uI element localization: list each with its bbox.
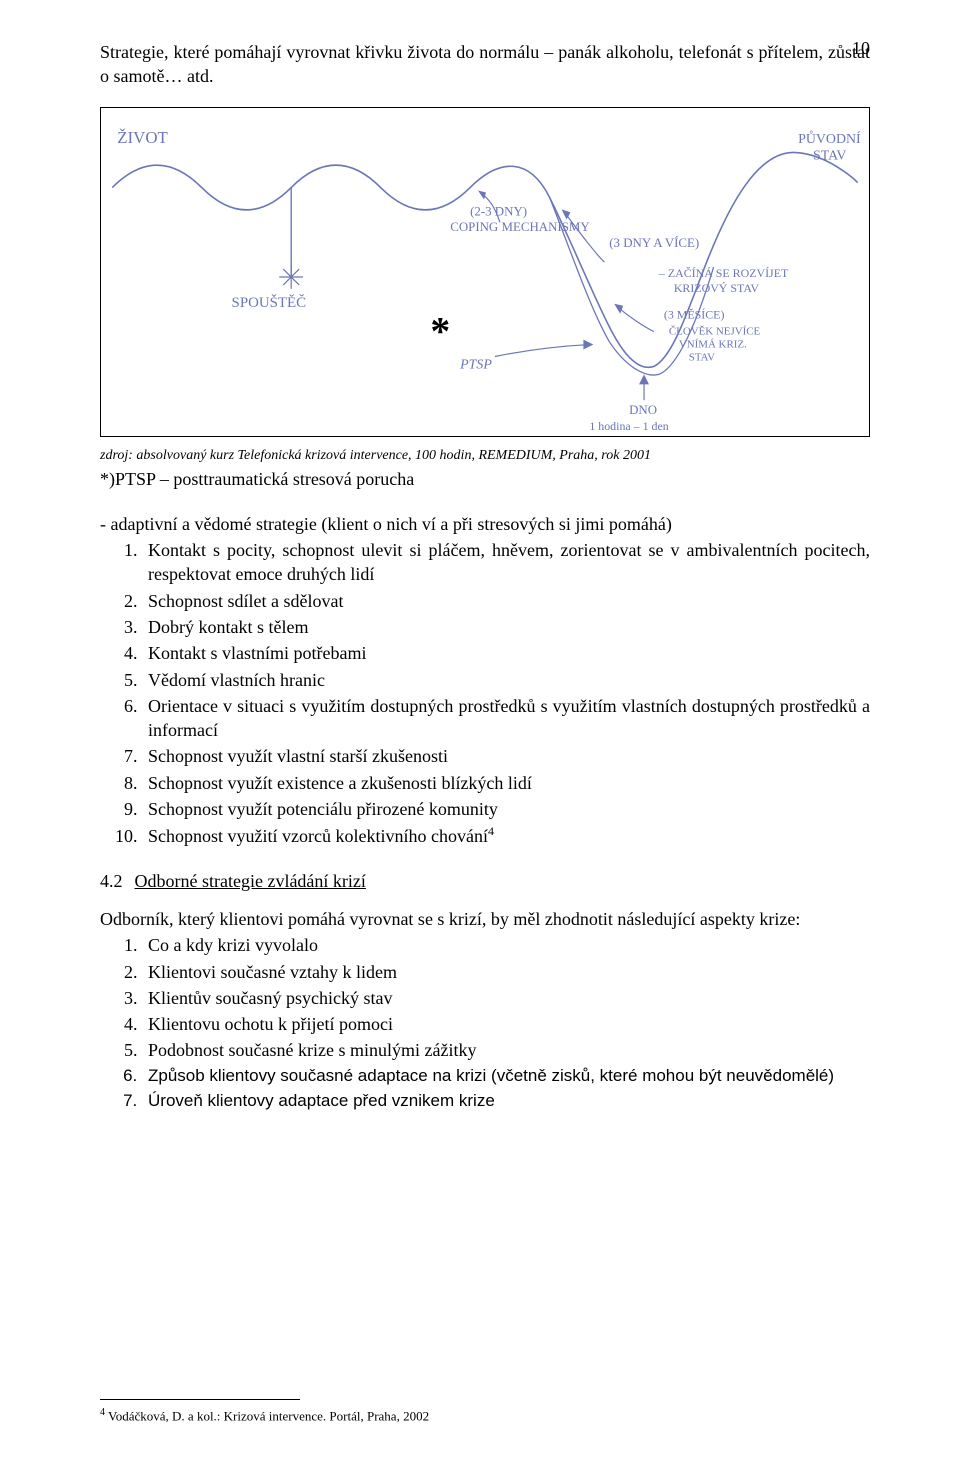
arrow-clovek — [617, 306, 654, 331]
diagram-svg: ŽIVOT SPOUŠTĚČ (2-3 DNY) COPING MECHANIS… — [101, 108, 869, 436]
footnote: 4 Vodáčková, D. a kol.: Krizová interven… — [100, 1406, 870, 1425]
list-item: Kontakt s pocity, schopnost ulevit si pl… — [142, 538, 870, 587]
list-item: Schopnost využít potenciálu přirozené ko… — [142, 797, 870, 821]
list-item: Způsob klientovy současné adaptace na kr… — [142, 1065, 870, 1088]
footnote-separator — [100, 1399, 300, 1400]
list-item: Úroveň klientovy adaptace před vznikem k… — [142, 1090, 870, 1113]
list-item: Schopnost sdílet a sdělovat — [142, 589, 870, 613]
label-hodina: 1 hodina – 1 den — [589, 419, 668, 433]
krize-list: Co a kdy krizi vyvolalo Klientovi současn… — [100, 933, 870, 1112]
footnote-text: Vodáčková, D. a kol.: Krizová intervence… — [108, 1408, 429, 1423]
label-krizovy: KRIZOVÝ STAV — [674, 280, 760, 294]
list-item: Orientace v situaci s využitím dostupnýc… — [142, 694, 870, 743]
label-coping-days: (2-3 DNY) — [470, 203, 527, 218]
list-item: Kontakt s vlastními potřebami — [142, 641, 870, 665]
list-item: Dobrý kontakt s tělem — [142, 615, 870, 639]
ptsp-note: *)PTSP – posttraumatická stresová poruch… — [100, 467, 870, 491]
label-ptsp: PTSP — [459, 357, 492, 372]
page-number: 10 — [852, 36, 870, 60]
footer: 4 Vodáčková, D. a kol.: Krizová interven… — [100, 1399, 870, 1425]
label-dno: DNO — [629, 402, 657, 417]
adaptive-list: Kontakt s pocity, schopnost ulevit si pl… — [100, 538, 870, 849]
odbornik-paragraph: Odborník, který klientovi pomáhá vyrovna… — [100, 907, 870, 931]
intro-paragraph: Strategie, které pomáhají vyrovnat křivk… — [100, 40, 870, 89]
label-clovek: ČLOVĚK NEJVÍCE — [669, 325, 761, 337]
caption-text: zdroj: absolvovaný kurz Telefonická kriz… — [100, 448, 651, 463]
spoustec-star-icon — [279, 265, 303, 289]
label-three-days: (3 DNY A VÍCE) — [609, 235, 699, 250]
label-stav: STAV — [689, 351, 715, 363]
label-zivot: ŽIVOT — [117, 127, 168, 146]
life-curve-diagram: ŽIVOT SPOUŠTĚČ (2-3 DNY) COPING MECHANIS… — [100, 107, 870, 437]
page: 10 Strategie, které pomáhají vyrovnat kř… — [0, 0, 960, 1473]
list-item: Schopnost využít existence a zkušenosti … — [142, 771, 870, 795]
arrowhead-dno — [639, 374, 649, 384]
diagram-caption: zdroj: absolvovaný kurz Telefonická kriz… — [100, 447, 870, 466]
label-zacina: – ZAČÍNÁ SE ROZVÍJET — [658, 266, 789, 280]
label-puvodni: PŮVODNÍ — [798, 128, 861, 146]
footnote-marker: 4 — [100, 1407, 105, 1418]
section-heading: 4.2 Odborné strategie zvládání krizí — [100, 869, 870, 893]
label-vnima: VNÍMÁ KRIZ. — [679, 338, 747, 350]
asterisk-marker: * — [430, 309, 450, 353]
list-item: Klientovu ochotu k přijetí pomoci — [142, 1012, 870, 1036]
arrow-ptsp — [495, 344, 589, 356]
list-item: Klientův současný psychický stav — [142, 986, 870, 1010]
section-number: 4.2 — [100, 869, 130, 893]
list-item: Co a kdy krizi vyvolalo — [142, 933, 870, 957]
arrowhead-ptsp — [583, 339, 593, 349]
list-item: Schopnost využít vlastní starší zkušenos… — [142, 744, 870, 768]
adaptive-intro: - adaptivní a vědomé strategie (klient o… — [100, 512, 870, 536]
label-three-months: (3 MĚSÍCE) — [664, 307, 725, 321]
list-item: Podobnost současné krize s minulými záži… — [142, 1038, 870, 1062]
list-item: Vědomí vlastních hranic — [142, 668, 870, 692]
list-item: Schopnost využití vzorců kolektivního ch… — [142, 823, 870, 848]
arrowhead-1 — [478, 190, 486, 199]
arrowhead-3 — [614, 303, 623, 313]
section-title: Odborné strategie zvládání krizí — [135, 871, 366, 891]
label-stav2: STAV — [813, 148, 846, 163]
label-spoustec: SPOUŠTĚČ — [232, 293, 307, 310]
list-item: Klientovi současné vztahy k lidem — [142, 960, 870, 984]
label-coping-mech: COPING MECHANISMY — [450, 219, 589, 234]
footnote-ref: 4 — [488, 824, 494, 838]
